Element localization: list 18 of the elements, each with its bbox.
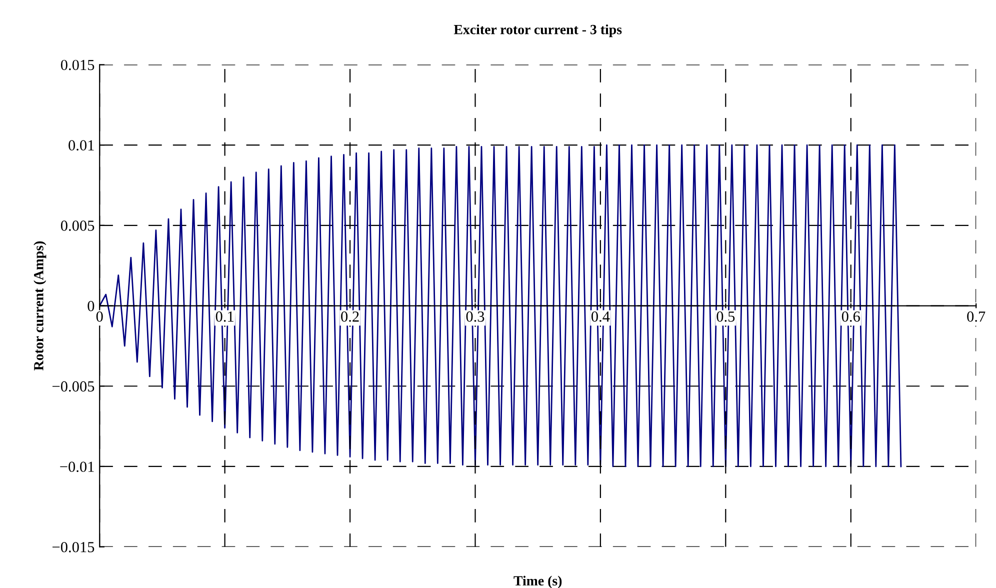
x-tick-label: 0.1	[216, 311, 234, 322]
y-tick-label: −0.005	[52, 381, 94, 392]
y-tick-label: 0.005	[60, 220, 94, 231]
y-tick-label: −0.015	[52, 542, 94, 552]
y-axis-title: Rotor current (Amps)	[34, 241, 46, 370]
y-tick-label: 0.015	[60, 60, 94, 70]
y-tick-label: −0.01	[60, 462, 94, 472]
x-tick-label: 0.7	[967, 311, 986, 322]
x-tick-label: 0.5	[716, 311, 735, 322]
x-tick-label: 0.3	[466, 311, 484, 322]
chart-title: Exciter rotor current - 3 tips	[454, 24, 622, 38]
x-axis-title: Time (s)	[514, 576, 562, 588]
x-tick-label: 0	[96, 311, 103, 322]
y-tick-label: 0	[88, 300, 94, 312]
x-tick-label: 0.6	[842, 311, 860, 322]
y-tick-label: 0.01	[68, 140, 94, 151]
x-tick-label: 0.4	[591, 311, 610, 322]
x-tick-label: 0.2	[341, 311, 359, 322]
